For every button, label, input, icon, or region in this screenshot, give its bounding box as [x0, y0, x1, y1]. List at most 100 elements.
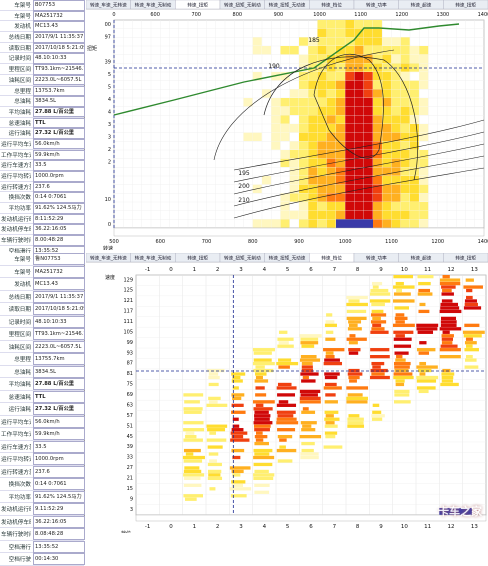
contour-label: 185	[308, 37, 320, 44]
heatmap-cell	[373, 72, 382, 81]
info-row: 运行油耗 27.32 L/百公里	[0, 403, 85, 416]
heatmap-cell	[300, 337, 319, 341]
x-axis-label: 转速	[103, 245, 113, 250]
heatmap-cell	[326, 98, 336, 107]
info-value-field[interactable]: 27.88 L/百公里	[33, 378, 85, 390]
heatmap-cell	[395, 320, 405, 324]
info-value-field[interactable]: 59.9km/h	[33, 428, 85, 440]
info-value-field[interactable]: MA251732	[33, 265, 85, 278]
heatmap-cell	[271, 115, 281, 124]
info-sidebar: 车架号 B07753 车架号 MA251732 发动机 MC13.43 总线日期 2017/9…	[0, 0, 85, 268]
info-value-field[interactable]: 91.62% 124.5马力	[33, 490, 85, 503]
heatmap-cell	[373, 150, 382, 159]
info-row: 总线日期 2017/9/1 11:35:37	[0, 32, 85, 43]
info-value-field[interactable]: 56.0km/h	[33, 138, 85, 150]
info-row: 油耗区间 2223.0L~6057.5L	[0, 340, 85, 353]
tab-label: 转速_扭矩_无动速	[269, 255, 306, 262]
heatmap-cell	[207, 368, 225, 373]
info-value-field[interactable]: TT93.1km~21546.7km	[33, 328, 85, 340]
info-value-field[interactable]: MC13.43	[33, 21, 85, 32]
heatmap-cell	[410, 184, 419, 194]
info-value-field[interactable]: 237.6	[33, 181, 85, 193]
tab-label: 转速_扭矩	[187, 2, 208, 9]
info-value-field[interactable]: 36.22:16:05	[33, 224, 85, 235]
y-tick-label: 3	[108, 135, 111, 141]
heatmap-cell	[232, 386, 239, 390]
info-value-field[interactable]: 56.0km/h	[33, 415, 85, 428]
info-value-field[interactable]: 0:14 0:7061	[33, 478, 85, 490]
info-value-field[interactable]: 13753.7km	[33, 85, 85, 96]
heatmap-cell	[345, 80, 355, 90]
heatmap-cell	[277, 382, 292, 387]
info-value-field[interactable]: 27.88 L/百公里	[33, 106, 85, 118]
info-value-field[interactable]: TT93.1km~21546.7km	[33, 64, 85, 75]
info-row: 总里程 13755.7km	[0, 353, 85, 366]
heatmap-cell	[325, 355, 335, 359]
heatmap-cell	[255, 375, 263, 380]
x-tick-label: 900	[274, 12, 284, 18]
heatmap-cell	[317, 37, 327, 46]
info-value-field[interactable]: 8.00:48:28	[33, 235, 85, 246]
y-tick-label: 5	[108, 85, 111, 91]
info-value-field[interactable]: 3834.5L	[33, 96, 85, 107]
info-value-field[interactable]: 27.32 L/百公里	[33, 128, 85, 139]
info-label: 运行平均转速	[1, 174, 31, 180]
info-value-field[interactable]: 13755.7km	[33, 353, 85, 365]
info-value-field[interactable]: 13:35:52	[33, 540, 85, 553]
info-value-field[interactable]: MA251732	[33, 10, 85, 22]
heatmap-cell	[354, 141, 364, 150]
info-value-field[interactable]: 2223.0L~6057.5L	[33, 74, 85, 86]
heatmap-cell	[254, 428, 270, 432]
info-value-field[interactable]: 27.32 L/百公里	[33, 403, 85, 415]
heatmap-cell	[391, 176, 401, 185]
heatmap-cell	[410, 219, 419, 228]
heatmap-cell	[299, 176, 308, 185]
heatmap-cell	[183, 421, 204, 425]
info-value-field[interactable]: 2017/9/1 11:35:37	[33, 32, 85, 43]
heatmap-cell	[440, 302, 459, 307]
info-value-field[interactable]: 33.5	[33, 160, 85, 171]
info-value-field[interactable]: B07753	[33, 0, 85, 11]
x-bottom-tick-label: 6	[309, 524, 313, 530]
info-value-field[interactable]: 9.11:52:29	[33, 503, 85, 515]
info-value-field[interactable]: 8:11:52:29	[33, 213, 85, 225]
heatmap-cell	[299, 115, 308, 124]
x-tick-label: 13	[471, 267, 478, 273]
info-row: 车辆行驶时间8.08:48:28	[0, 528, 85, 541]
info-value-field[interactable]: 鲁N07753	[33, 253, 85, 265]
info-value-field[interactable]: 48.10:10:33	[33, 53, 85, 64]
heatmap-cell	[382, 106, 392, 116]
info-value-field[interactable]: 2223.0L~6057.5L	[33, 340, 85, 353]
info-value-field[interactable]: 2017/10/18 5:21:09	[33, 42, 85, 54]
heatmap-cell	[382, 124, 392, 133]
info-value-field[interactable]: 91.62% 124.5马力	[33, 203, 85, 214]
info-value-field[interactable]: 2017/10/18 5:21:09	[33, 303, 85, 315]
info-value-field[interactable]: 59.9km/h	[33, 149, 85, 161]
heatmap-cell	[371, 361, 385, 366]
info-value-field[interactable]: 2017/9/1 11:35:37	[33, 290, 85, 303]
heatmap-cell	[183, 494, 204, 498]
heatmap-cell	[382, 89, 392, 98]
info-value-field[interactable]: 48.10:10:33	[33, 315, 85, 328]
heatmap-cell	[400, 167, 410, 176]
tab-label: 转速_功率	[366, 2, 387, 9]
heatmap-cell	[400, 46, 410, 55]
info-value-field[interactable]: 33.5	[33, 440, 85, 453]
heatmap-cell	[418, 309, 430, 314]
info-value-field[interactable]: 3834.5L	[33, 365, 85, 378]
info-value-field[interactable]: MC13.43	[33, 278, 85, 290]
heatmap-cell	[464, 299, 477, 303]
info-value-field[interactable]: 8.08:48:28	[33, 528, 85, 540]
heatmap-cell	[373, 176, 382, 185]
info-label: 空档行驶	[8, 557, 31, 563]
info-value-field[interactable]: 237.6	[33, 465, 85, 478]
info-value-field[interactable]: TTL	[33, 117, 85, 129]
info-value-field[interactable]: 1000.0rpm	[33, 453, 85, 465]
info-value-field[interactable]: TTL	[33, 390, 85, 403]
info-value-field[interactable]: 0:14 0:7061	[33, 192, 85, 203]
heatmap-cell	[354, 106, 364, 116]
info-value-field[interactable]: 00:14:30	[33, 553, 85, 565]
info-value-field[interactable]: 36.22:16:05	[33, 515, 85, 528]
info-value-field[interactable]: 1000.0rpm	[33, 171, 85, 182]
heatmap-cell	[347, 424, 365, 428]
